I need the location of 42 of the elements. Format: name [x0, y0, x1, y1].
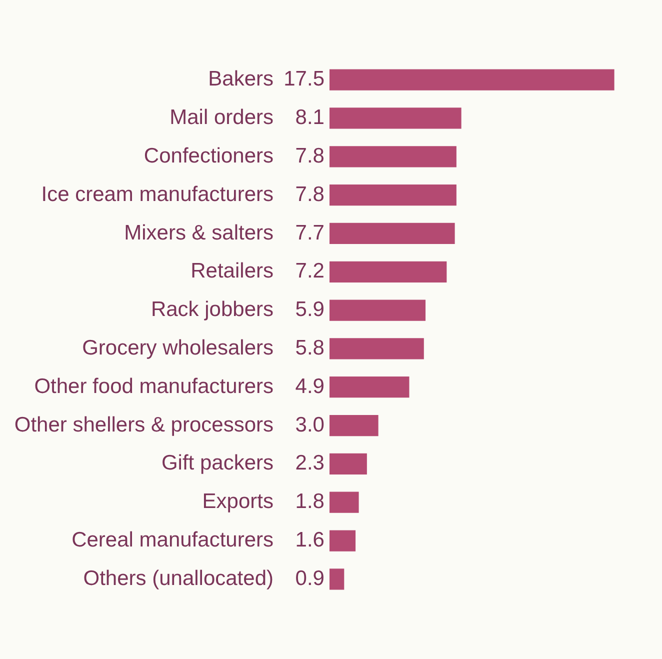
bar — [330, 492, 359, 513]
y-tick-label: Mixers & salters — [124, 221, 274, 244]
y-tick-label: Other shellers & processors — [14, 413, 274, 436]
y-tick-label: Retailers — [190, 260, 274, 283]
y-tick-label: Confectioners — [144, 144, 274, 168]
data-label: 5.9 — [295, 298, 324, 322]
y-tick-label: Mail orders — [170, 106, 274, 130]
data-label: 7.8 — [295, 144, 324, 168]
y-tick-label: Ice cream manufacturers — [41, 182, 274, 206]
bar — [330, 300, 426, 321]
bar — [330, 414, 378, 436]
bar — [330, 108, 462, 129]
bar — [330, 261, 447, 282]
y-tick-label: Exports — [202, 490, 274, 514]
bar — [330, 453, 367, 475]
data-label: 7.2 — [295, 260, 324, 283]
bar — [330, 338, 424, 360]
bar — [330, 184, 456, 206]
y-tick-label: Bakers — [208, 68, 274, 91]
data-label: 17.5 — [284, 68, 324, 91]
data-label: 3.0 — [295, 413, 324, 436]
bar — [330, 376, 410, 398]
y-tick-label: Other food manufacturers — [34, 374, 274, 398]
y-tick-label: Others (unallocated) — [83, 566, 274, 590]
data-label: 0.9 — [295, 566, 324, 590]
bar — [330, 69, 614, 90]
y-tick-label: Gift packers — [161, 452, 274, 475]
y-tick-label: Rack jobbers — [150, 298, 274, 322]
data-label: 5.8 — [295, 336, 324, 360]
y-tick-label: Cereal manufacturers — [72, 528, 274, 552]
y-tick-label: Grocery wholesalers — [82, 336, 274, 360]
bar — [330, 222, 455, 244]
data-label: 2.3 — [295, 452, 324, 475]
data-label: 1.6 — [295, 528, 324, 552]
data-label: 7.8 — [295, 182, 324, 206]
data-label: 4.9 — [295, 374, 324, 398]
bar — [330, 146, 456, 168]
data-label: 7.7 — [295, 221, 324, 244]
bar — [330, 568, 344, 590]
bar — [330, 530, 356, 552]
data-label: 8.1 — [295, 106, 324, 130]
data-label: 1.8 — [295, 490, 324, 514]
